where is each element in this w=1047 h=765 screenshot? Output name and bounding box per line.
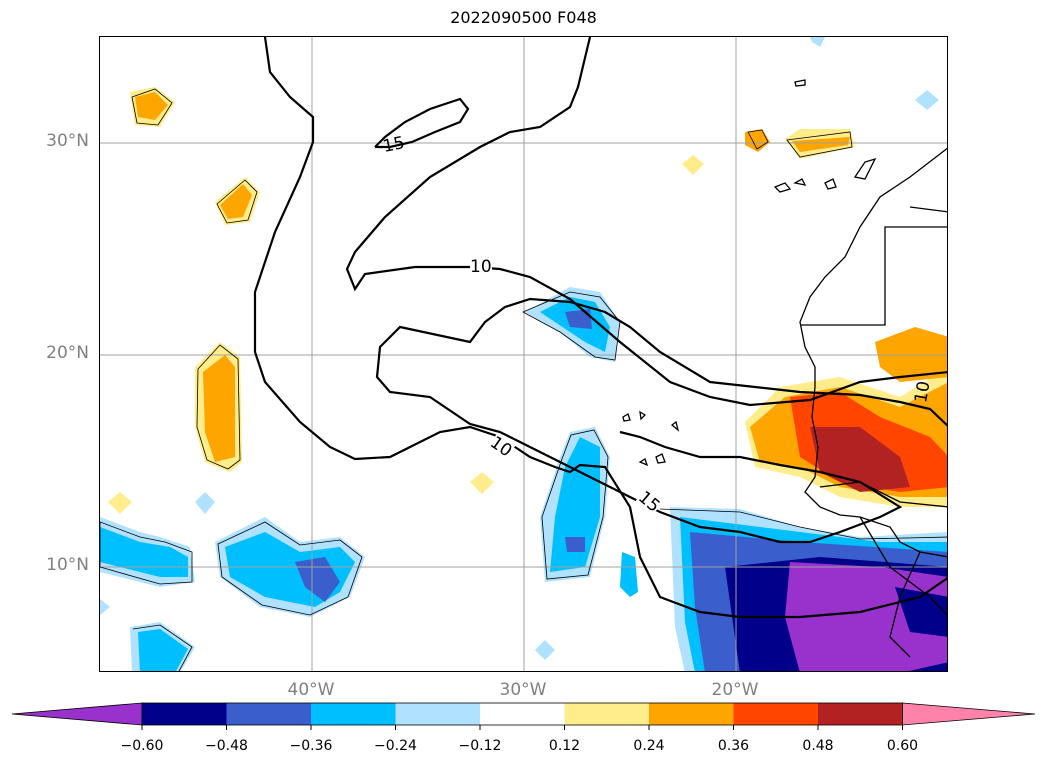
contour-15-north	[253, 37, 947, 619]
madeira	[794, 79, 806, 87]
contour-label-10-upper: 10	[470, 257, 492, 277]
neg-dot-3	[195, 492, 215, 514]
cape-verde-5	[638, 458, 649, 467]
colorbar-tick-label: 0.60	[886, 738, 919, 754]
contour-10-inner	[375, 297, 947, 478]
cape-verde-1	[622, 413, 631, 422]
cape-verde-4	[655, 453, 666, 464]
colorbar-tick-label: −0.24	[374, 738, 417, 754]
neg-patch-small-south	[620, 552, 638, 597]
cape-verde-3	[670, 420, 680, 432]
colorbar-segment	[649, 703, 734, 725]
colorbar-tick-label: −0.36	[289, 738, 333, 754]
contour-15-loop	[374, 97, 470, 149]
lat-label-20n: 20°N	[46, 343, 89, 363]
colorbar-tick-label: 0.36	[717, 738, 750, 754]
contour-10-outer	[345, 37, 947, 407]
colorbar-segment	[226, 703, 312, 725]
contour-15-south	[589, 430, 903, 544]
colorbar-segment	[564, 703, 650, 725]
pos-patch-northwest-1-inner	[135, 92, 168, 120]
lat-label-30n: 30°N	[46, 131, 89, 151]
colorbar-extend-min	[11, 702, 143, 726]
grid-lines	[100, 37, 947, 671]
colorbar-extend-max	[902, 702, 1036, 726]
neg-patch-center-south-core	[565, 537, 585, 552]
pos-patch-west-tall-inner	[203, 355, 235, 462]
pos-dot-2	[108, 492, 132, 514]
neg-patch-center-north-core	[565, 309, 592, 329]
neg-dot-1	[915, 90, 939, 110]
coastline-africa	[799, 147, 947, 558]
canary-island-4	[853, 157, 877, 180]
neg-patch-west-inner	[100, 527, 188, 577]
coastlines	[622, 79, 947, 658]
contour-label-10-east: 10	[911, 379, 935, 405]
cape-verde-2	[639, 410, 647, 421]
neg-patch-midwest-core	[295, 557, 340, 602]
pos-patch-northwest-2-inner	[220, 184, 252, 219]
thin-contours	[100, 88, 947, 671]
border-inland-1	[859, 516, 947, 616]
canary-island-1	[773, 182, 792, 193]
colorbar-outline	[141, 702, 903, 726]
neg-dot-5	[100, 599, 110, 615]
map-canvas	[100, 37, 947, 671]
lon-label-20w: 20°W	[711, 680, 759, 700]
colorbar-segment	[818, 703, 903, 725]
colorbar	[11, 702, 1036, 730]
canary-island-3	[824, 178, 837, 190]
canary-island-2	[793, 178, 807, 186]
lat-label-10n: 10°N	[46, 555, 89, 575]
pos-dot-3	[470, 472, 494, 494]
border-inland-2	[889, 551, 921, 658]
colorbar-segment	[480, 703, 565, 725]
pos-dot-1	[682, 155, 704, 175]
map-title: 2022090500 F048	[450, 8, 597, 27]
colorbar-tick-label: 0.12	[548, 738, 581, 754]
lon-label-40w: 40°W	[287, 680, 335, 700]
colorbar-tick-label: −0.12	[458, 738, 502, 754]
colorbar-segment	[311, 703, 396, 725]
colorbar-tick-label: −0.60	[120, 738, 164, 754]
colorbar-tick-label: 0.48	[802, 738, 834, 754]
neg-dot-2	[810, 37, 825, 47]
pos-patch-north-east-inner	[792, 137, 850, 152]
pos-patch-north-east-small	[745, 129, 770, 152]
colorbar-segment	[733, 703, 819, 725]
border-mauritania	[909, 206, 947, 213]
colorbar-tick-label: 0.24	[633, 738, 665, 754]
map-panel: 15 10 10 15 10	[99, 36, 948, 672]
border-senegal	[819, 481, 947, 508]
neg-patch-center-south-inner	[550, 437, 600, 572]
lon-label-30w: 30°W	[499, 680, 547, 700]
colorbar-tick-label: −0.48	[205, 738, 248, 754]
colorbar-segment	[142, 703, 227, 725]
neg-patch-southwest-inner	[138, 629, 188, 671]
colorbar-segment	[395, 703, 481, 725]
neg-dot-4	[535, 640, 555, 660]
contour-lines	[253, 37, 947, 619]
border-western-sahara	[800, 226, 947, 326]
